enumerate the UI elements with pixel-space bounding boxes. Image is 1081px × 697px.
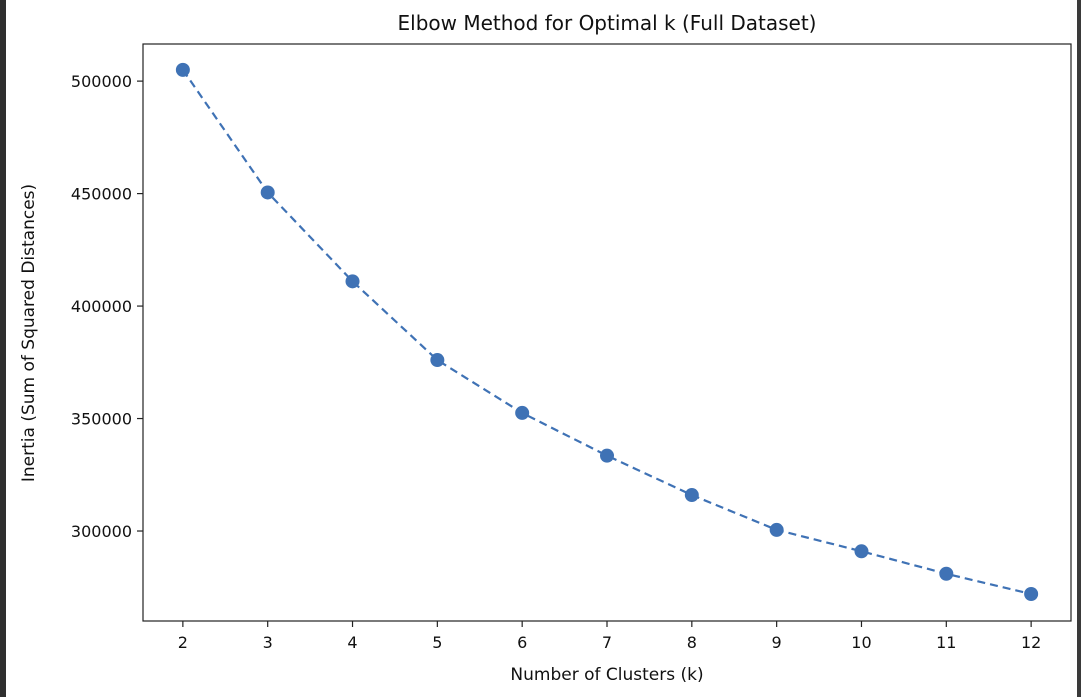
y-axis-label: Inertia (Sum of Squared Distances): [19, 184, 39, 482]
y-tick-label: 450000: [71, 185, 132, 204]
plot-area-frame: [142, 43, 1072, 622]
data-point-k-8: [684, 488, 699, 503]
x-axis-label: Number of Clusters (k): [510, 665, 703, 685]
data-point-k-5: [430, 353, 445, 368]
data-point-k-7: [600, 448, 614, 463]
x-tick-label: 4: [347, 633, 357, 652]
x-tick-label: 5: [432, 633, 442, 652]
x-tick-label: 3: [263, 633, 273, 652]
data-point-k-12: [1024, 587, 1039, 602]
x-tick-label: 8: [687, 633, 697, 652]
data-point-k-10: [854, 544, 869, 559]
x-tick-label: 9: [772, 633, 782, 652]
data-point-k-4: [345, 274, 360, 289]
data-point-k-6: [515, 405, 530, 420]
x-tick-label: 7: [602, 633, 612, 652]
data-point-k-3: [260, 185, 275, 200]
left-edge-strip: [0, 0, 6, 697]
x-tick-label: 11: [936, 633, 956, 652]
x-axis-ticks: 2 3 4 5 6 7 8 9 10 11 12: [178, 621, 1041, 652]
y-tick-label: 400000: [71, 297, 132, 316]
y-tick-label: 500000: [71, 72, 132, 91]
x-tick-label: 2: [178, 633, 188, 652]
inertia-series-points: [175, 62, 1039, 602]
y-axis-ticks: 300000 350000 400000 450000 500000: [71, 72, 143, 541]
right-edge-strip: [1077, 0, 1081, 697]
x-tick-label: 6: [517, 633, 527, 652]
data-point-k-11: [939, 566, 954, 581]
data-point-k-9: [769, 522, 784, 537]
chart-title: Elbow Method for Optimal k (Full Dataset…: [398, 11, 817, 35]
y-tick-label: 300000: [71, 522, 132, 541]
y-tick-label: 350000: [71, 410, 132, 429]
data-point-k-2: [175, 62, 190, 77]
x-tick-label: 10: [851, 633, 871, 652]
x-tick-label: 12: [1021, 633, 1041, 652]
inertia-series-line: [181, 69, 1032, 596]
